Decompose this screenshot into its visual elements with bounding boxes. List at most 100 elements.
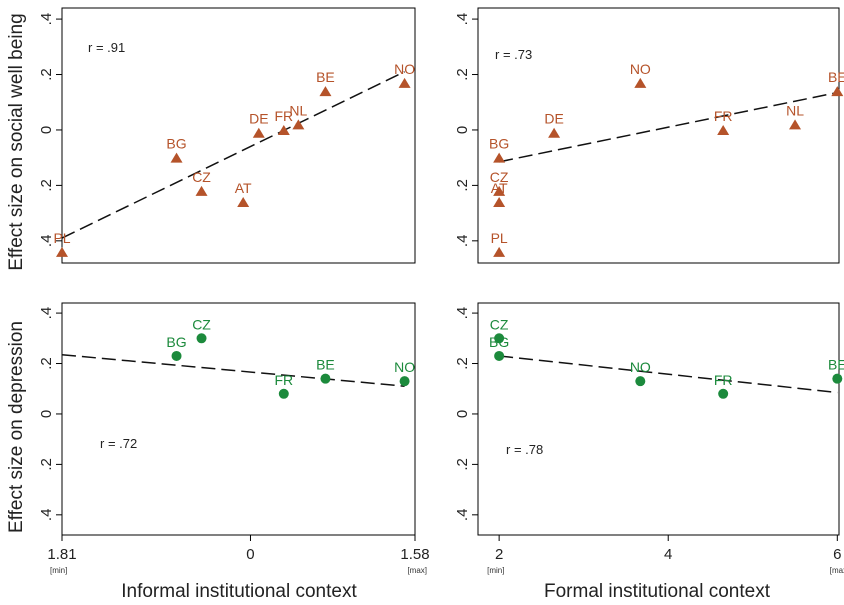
point-label-fr: FR: [274, 108, 293, 124]
panel-bottom-right: .4 .2 0 .2 .4 2 [min] 4 6 [max] CZ BG NO FR BE r = .78: [454, 302, 844, 575]
x-tick-label: 1.81: [47, 546, 76, 563]
point-label-at: AT: [491, 180, 508, 196]
point-label-pl: PL: [491, 230, 508, 246]
data-point-be: [831, 86, 844, 97]
data-point-bg: [494, 350, 505, 361]
y-tick-label: .4: [454, 509, 471, 522]
data-point-de: [548, 127, 561, 138]
point-label-no: NO: [394, 61, 415, 77]
y-tick-label: .2: [454, 357, 471, 370]
correlation-label: r = .91: [88, 40, 125, 55]
point-label-bg: BG: [489, 136, 509, 152]
data-point-bg: [493, 152, 506, 163]
plot-frame: [477, 302, 840, 536]
point-label-cz: CZ: [490, 169, 509, 185]
y-tick-label: .4: [38, 13, 55, 26]
data-point-cz: [195, 185, 208, 196]
point-label-fr: FR: [714, 372, 733, 388]
point-label-fr: FR: [714, 108, 733, 124]
data-point-fr: [717, 124, 730, 135]
point-label-pl: PL: [53, 230, 70, 246]
plot-frame: [61, 302, 416, 536]
y-tick-label: .4: [454, 13, 471, 26]
data-point-at: [493, 197, 506, 208]
point-label-no: NO: [394, 359, 415, 375]
y-tick-label: .2: [38, 179, 55, 192]
data-point-be: [319, 86, 332, 97]
x-axis-title-right: Formal institutional context: [544, 581, 771, 602]
point-label-nl: NL: [289, 102, 307, 118]
data-point-cz: [494, 333, 505, 344]
data-point-pl: [493, 246, 506, 257]
y-tick-label: .2: [454, 68, 471, 81]
y-axis-title-bottom: Effect size on depression: [6, 321, 27, 533]
x-tick-label: 2: [495, 546, 503, 563]
x-tick-label: 4: [664, 546, 672, 563]
x-tick-label: 0: [246, 546, 254, 563]
point-label-be: BE: [828, 357, 844, 373]
point-label-cz: CZ: [192, 316, 211, 332]
data-point-at: [237, 197, 250, 208]
data-point-nl: [292, 119, 305, 130]
point-label-cz: CZ: [192, 169, 211, 185]
correlation-label: r = .78: [506, 442, 543, 457]
y-tick-label: 0: [454, 126, 471, 134]
fit-line: [498, 91, 838, 163]
correlation-label: r = .72: [100, 436, 137, 451]
x-tick-note: [max]: [407, 566, 427, 575]
fit-line: [61, 71, 405, 239]
x-tick-note: [min]: [487, 566, 504, 575]
point-label-no: NO: [630, 61, 651, 77]
y-tick-label: .4: [38, 509, 55, 522]
data-point-pl: [56, 246, 68, 257]
data-point-fr: [278, 388, 289, 399]
data-point-no: [398, 77, 411, 88]
data-point-no: [399, 376, 410, 387]
plot-frame: [477, 7, 840, 264]
x-tick-note: [min]: [50, 566, 67, 575]
point-label-de: DE: [249, 111, 268, 127]
point-label-bg: BG: [166, 136, 186, 152]
fit-line: [499, 355, 838, 394]
point-label-fr: FR: [274, 372, 293, 388]
y-tick-label: 0: [38, 126, 55, 134]
point-label-nl: NL: [786, 102, 804, 118]
point-label-be: BE: [828, 69, 844, 85]
data-point-cz: [493, 185, 506, 196]
y-tick-label: .4: [38, 307, 55, 320]
plot-frame: [61, 7, 416, 264]
y-tick-label: .2: [38, 68, 55, 81]
y-tick-label: 0: [38, 410, 55, 418]
x-tick-label: 1.58: [400, 546, 429, 563]
data-point-be: [320, 373, 331, 384]
point-label-be: BE: [316, 69, 335, 85]
y-tick-label: .2: [38, 458, 55, 471]
correlation-label: r = .73: [495, 47, 532, 62]
data-point-no: [635, 376, 646, 387]
data-point-bg: [171, 350, 182, 361]
panel-bottom-left: .4 .2 0 .2 .4 1.81 [min] 0 1.58 [max] BG CZ FR BE NO r …: [38, 302, 430, 575]
y-tick-label: .4: [454, 235, 471, 248]
data-point-fr: [718, 388, 729, 399]
y-axis-title-top: Effect size on social well being: [6, 13, 27, 270]
data-point-nl: [789, 119, 802, 130]
point-label-at: AT: [235, 180, 252, 196]
point-label-be: BE: [316, 357, 335, 373]
x-tick-note: [max]: [830, 566, 844, 575]
point-label-cz: CZ: [490, 316, 509, 332]
point-label-de: DE: [544, 111, 563, 127]
y-tick-label: .4: [454, 307, 471, 320]
data-point-de: [252, 127, 265, 138]
y-tick-label: .2: [454, 458, 471, 471]
data-point-bg: [170, 152, 183, 163]
y-tick-label: .2: [454, 179, 471, 192]
y-tick-label: 0: [454, 410, 471, 418]
point-label-bg: BG: [489, 334, 509, 350]
fit-line: [61, 353, 405, 387]
data-point-cz: [196, 333, 207, 344]
data-point-be: [832, 373, 843, 384]
